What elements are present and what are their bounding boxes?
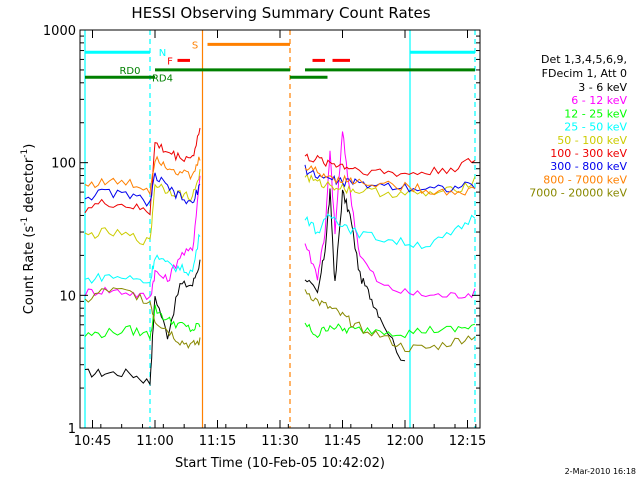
legend-header-2: FDecim 1, Att 0 (542, 67, 627, 80)
series-5-segment-1 (84, 127, 201, 216)
legend-entry-3: 25 - 50 keV (564, 121, 627, 134)
series-7-segment-1 (84, 155, 201, 196)
footer-date: 2-Mar-2010 16:18 (565, 467, 636, 476)
x-tick-label-6: 12:15 (449, 434, 486, 449)
flag-label-rd0: RD0 (119, 66, 140, 77)
y-axis-label-sup: -1 (20, 217, 30, 226)
series-1-segment-2 (304, 131, 476, 299)
series-2-segment-2 (304, 322, 476, 339)
legend-entry-2: 12 - 25 keV (564, 107, 627, 120)
series-0-segment-1 (84, 259, 201, 387)
x-tick-label-5: 12:00 (386, 434, 423, 449)
series-4-segment-1 (84, 169, 201, 246)
flag-label-n: N (159, 48, 166, 59)
y-tick-label-2: 100 (51, 157, 76, 172)
series-7-segment-2 (304, 165, 476, 196)
vertical-markers (84, 30, 476, 428)
y-axis-label-main: Count Rate (s (22, 226, 37, 315)
x-tick-label-1: 11:00 (136, 434, 173, 449)
x-tick-label-0: 10:45 (74, 434, 111, 449)
legend-entry-5: 100 - 300 keV (550, 147, 627, 160)
series-0-segment-2 (304, 188, 406, 362)
x-axis-label: Start Time (10-Feb-05 10:42:02) (175, 456, 385, 471)
chart-title: HESSI Observing Summary Count Rates (131, 4, 430, 22)
flag-labels: N S F RD0 RD4 (119, 40, 198, 84)
series-8-segment-2 (304, 289, 476, 353)
flag-bars (85, 42, 475, 79)
plot-frame (79, 29, 481, 429)
flag-label-s: S (192, 40, 198, 51)
legend-entry-7: 800 - 7000 keV (543, 173, 627, 186)
legend-entry-8: 7000 - 20000 keV (529, 187, 627, 200)
legend: Det 1,3,4,5,6,9, FDecim 1, Att 0 3 - 6 k… (529, 53, 627, 200)
flag-label-f: F (167, 56, 173, 67)
y-axis: 1 10 100 1000 (43, 24, 480, 437)
y-axis-label-mid: detector (22, 157, 37, 217)
series-3-segment-1 (84, 233, 201, 284)
legend-entry-6: 300 - 800 keV (550, 160, 627, 173)
series-6-segment-1 (84, 172, 201, 207)
legend-header-1: Det 1,3,4,5,6,9, (541, 53, 627, 66)
series-layer (84, 127, 476, 387)
y-tick-label-0: 1 (68, 422, 76, 437)
x-tick-label-2: 11:15 (199, 434, 236, 449)
y-tick-label-1: 10 (59, 289, 76, 304)
x-tick-label-4: 11:45 (324, 434, 361, 449)
legend-entry-0: 3 - 6 keV (578, 81, 627, 94)
legend-entry-4: 50 - 100 keV (557, 134, 627, 147)
y-axis-label: Count Rate (s-1 detector-1) (20, 144, 37, 315)
series-6-segment-2 (304, 164, 476, 193)
x-axis: 10:45 11:00 11:15 11:30 11:45 12:00 12:15 (74, 30, 486, 449)
y-axis-label-sup2: -1 (20, 149, 30, 158)
series-2-segment-1 (84, 304, 201, 342)
series-1-segment-1 (84, 175, 201, 301)
series-8-segment-1 (84, 287, 201, 349)
x-tick-label-3: 11:30 (261, 434, 298, 449)
y-axis-label-end: ) (22, 144, 37, 149)
series-3-segment-2 (304, 213, 476, 250)
legend-entry-1: 6 - 12 keV (571, 94, 627, 107)
y-tick-label-3: 1000 (43, 24, 76, 39)
flag-label-rd4: RD4 (152, 73, 173, 84)
series-5-segment-2 (304, 153, 476, 178)
